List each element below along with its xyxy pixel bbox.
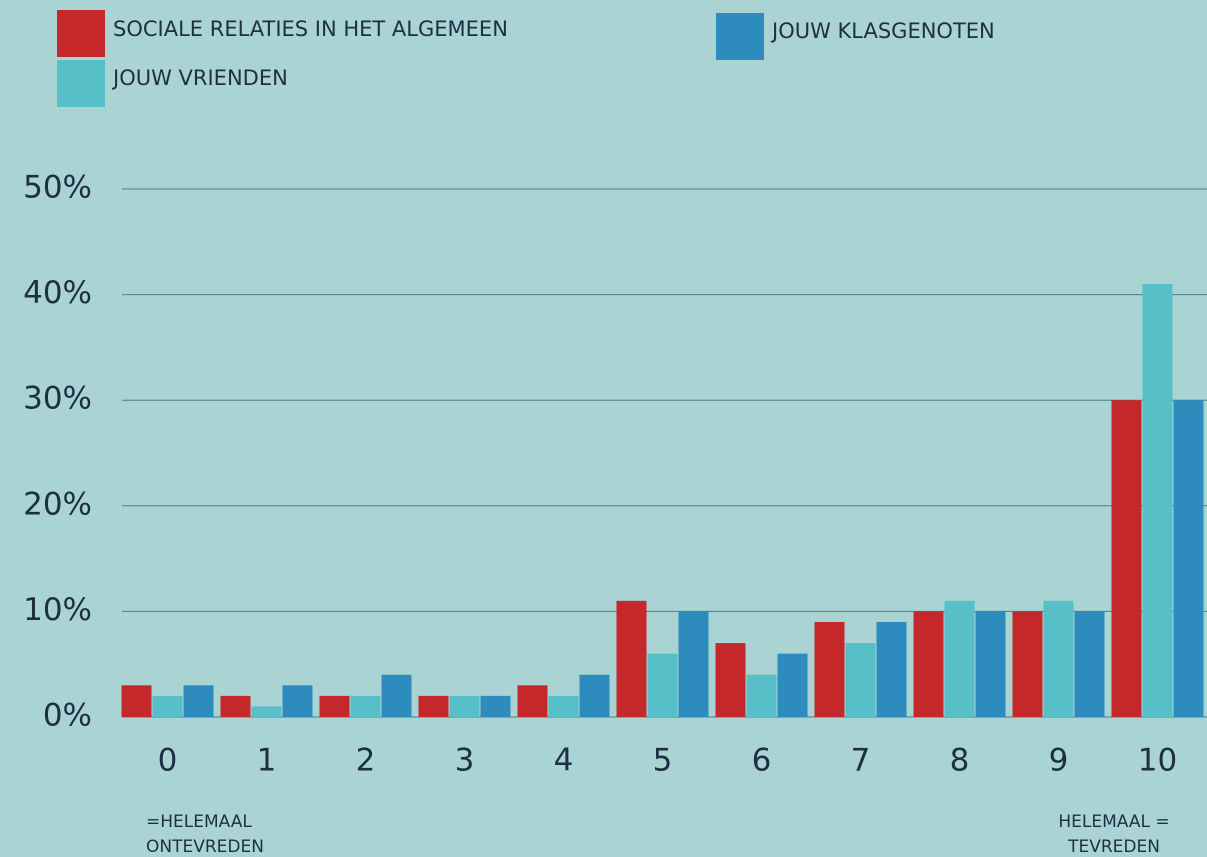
x-tick-label: 8: [950, 743, 970, 779]
bar: [876, 621, 907, 717]
bar: [814, 621, 845, 717]
bar: [777, 653, 808, 717]
y-tick-label: 30%: [23, 381, 92, 417]
bar: [975, 611, 1006, 717]
x-tick-label: 4: [554, 743, 574, 779]
x-tick-label: 0: [158, 743, 178, 779]
bar: [1074, 611, 1105, 717]
bar: [282, 685, 313, 717]
bar: [449, 695, 480, 717]
bar: [1111, 400, 1142, 717]
bar: [480, 695, 511, 717]
bar: [381, 674, 412, 717]
x-tick-label: 5: [653, 743, 673, 779]
y-tick-label: 20%: [23, 486, 92, 522]
legend-label: JOUW VRIENDEN: [111, 66, 288, 90]
legend-label: JOUW KLASGENOTEN: [770, 19, 995, 43]
annotation: HELEMAAL = TEVREDEN: [1058, 812, 1169, 857]
y-tick-label: 0%: [43, 698, 92, 734]
bar: [845, 643, 876, 717]
bar: [350, 695, 381, 717]
y-tick-label: 40%: [23, 275, 92, 311]
bar: [944, 600, 975, 717]
x-tick-label: 2: [356, 743, 376, 779]
bar: [220, 695, 251, 717]
bar: [715, 643, 746, 717]
bar: [579, 674, 610, 717]
bar: [548, 695, 579, 717]
annotation-line: TEVREDEN: [1067, 837, 1160, 857]
legend-swatch: [57, 10, 105, 57]
bar: [1173, 400, 1204, 717]
bar: [418, 695, 449, 717]
x-tick-label: 9: [1049, 743, 1069, 779]
bar: [319, 695, 350, 717]
bar: [913, 611, 944, 717]
bar: [1043, 600, 1074, 717]
bar: [152, 695, 183, 717]
bar: [121, 685, 152, 717]
annotation-line: HELEMAAL =: [1058, 812, 1169, 832]
x-tick-label: 7: [851, 743, 871, 779]
bar: [517, 685, 548, 717]
y-tick-label: 10%: [23, 592, 92, 628]
x-tick-label: 1: [257, 743, 277, 779]
bar: [251, 706, 282, 717]
bar: [616, 600, 647, 717]
x-tick-label: 3: [455, 743, 475, 779]
annotation-line: =HELEMAAL: [146, 812, 252, 832]
legend-label: SOCIALE RELATIES IN HET ALGEMEEN: [113, 17, 508, 41]
legend-swatch: [57, 60, 105, 107]
x-tick-label: 10: [1138, 743, 1177, 779]
bar: [183, 685, 214, 717]
bar: [1142, 284, 1173, 717]
bar: [746, 674, 777, 717]
legend-swatch: [716, 13, 764, 60]
annotation-line: ONTEVREDEN: [146, 837, 264, 857]
y-tick-label: 50%: [23, 170, 92, 206]
x-tick-label: 6: [752, 743, 772, 779]
bar: [678, 611, 709, 717]
bar: [647, 653, 678, 717]
annotation: =HELEMAAL ONTEVREDEN: [146, 812, 264, 857]
bar: [1012, 611, 1043, 717]
